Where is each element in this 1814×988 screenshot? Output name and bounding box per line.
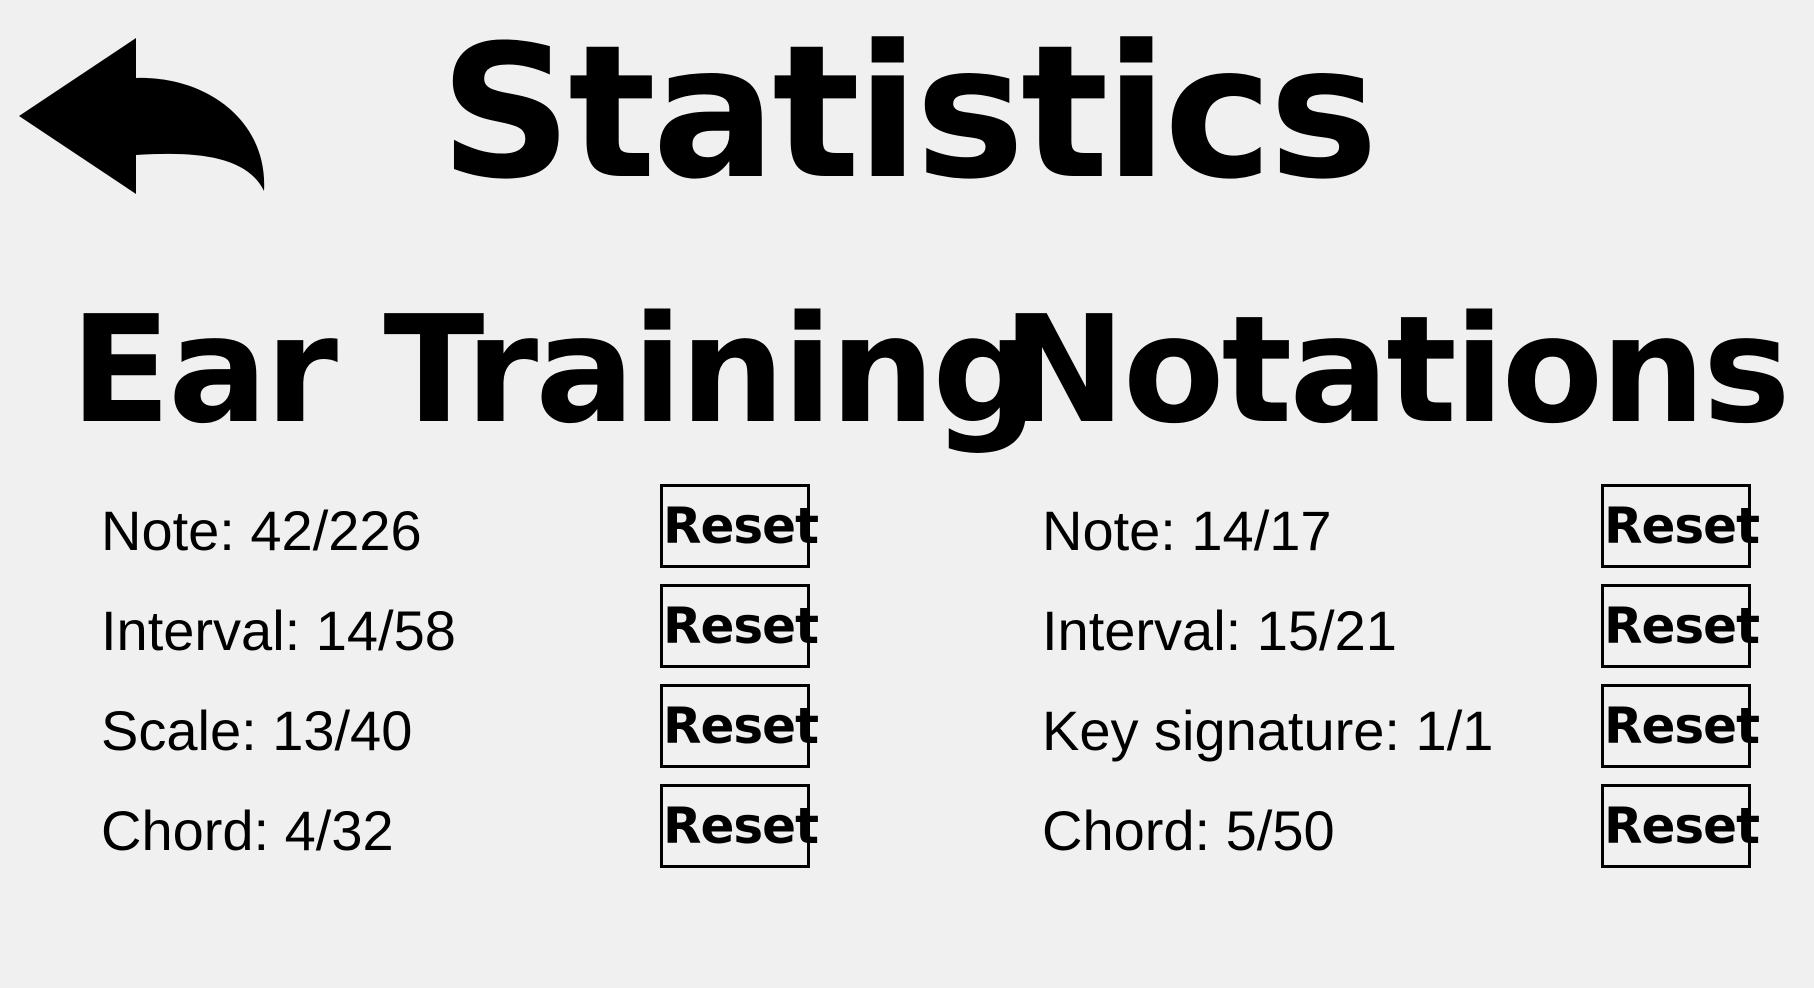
back-arrow-icon bbox=[19, 38, 265, 194]
ear-chord-row: Chord: 4/32 Reset bbox=[101, 784, 821, 872]
notation-interval-row: Interval: 15/21 Reset bbox=[1042, 584, 1762, 672]
notation-key-signature-stat: Key signature: 1/1 bbox=[1042, 699, 1494, 762]
ear-chord-reset-button[interactable]: Reset bbox=[660, 784, 819, 868]
notation-key-signature-row: Key signature: 1/1 Reset bbox=[1042, 684, 1762, 772]
notation-note-row: Note: 14/17 Reset bbox=[1042, 484, 1762, 572]
ear-note-row: Note: 42/226 Reset bbox=[101, 484, 821, 572]
notations-heading: Notations bbox=[1002, 284, 1791, 456]
notation-chord-stat: Chord: 5/50 bbox=[1042, 799, 1335, 862]
ear-interval-row: Interval: 14/58 Reset bbox=[101, 584, 821, 672]
notation-chord-reset-button[interactable]: Reset bbox=[1601, 784, 1760, 868]
back-button[interactable] bbox=[17, 36, 268, 196]
ear-chord-stat: Chord: 4/32 bbox=[101, 799, 394, 862]
ear-scale-row: Scale: 13/40 Reset bbox=[101, 684, 821, 772]
notation-interval-reset-button[interactable]: Reset bbox=[1601, 584, 1760, 668]
ear-scale-reset-button[interactable]: Reset bbox=[660, 684, 819, 768]
notation-note-stat: Note: 14/17 bbox=[1042, 499, 1332, 562]
page-title: Statistics bbox=[439, 6, 1379, 220]
ear-interval-stat: Interval: 14/58 bbox=[101, 599, 456, 662]
ear-training-heading: Ear Training bbox=[70, 284, 1038, 456]
notation-key-signature-reset-button[interactable]: Reset bbox=[1601, 684, 1760, 768]
notation-note-reset-button[interactable]: Reset bbox=[1601, 484, 1760, 568]
ear-note-stat: Note: 42/226 bbox=[101, 499, 422, 562]
notation-interval-stat: Interval: 15/21 bbox=[1042, 599, 1397, 662]
ear-note-reset-button[interactable]: Reset bbox=[660, 484, 819, 568]
ear-scale-stat: Scale: 13/40 bbox=[101, 699, 413, 762]
notation-chord-row: Chord: 5/50 Reset bbox=[1042, 784, 1762, 872]
ear-interval-reset-button[interactable]: Reset bbox=[660, 584, 819, 668]
